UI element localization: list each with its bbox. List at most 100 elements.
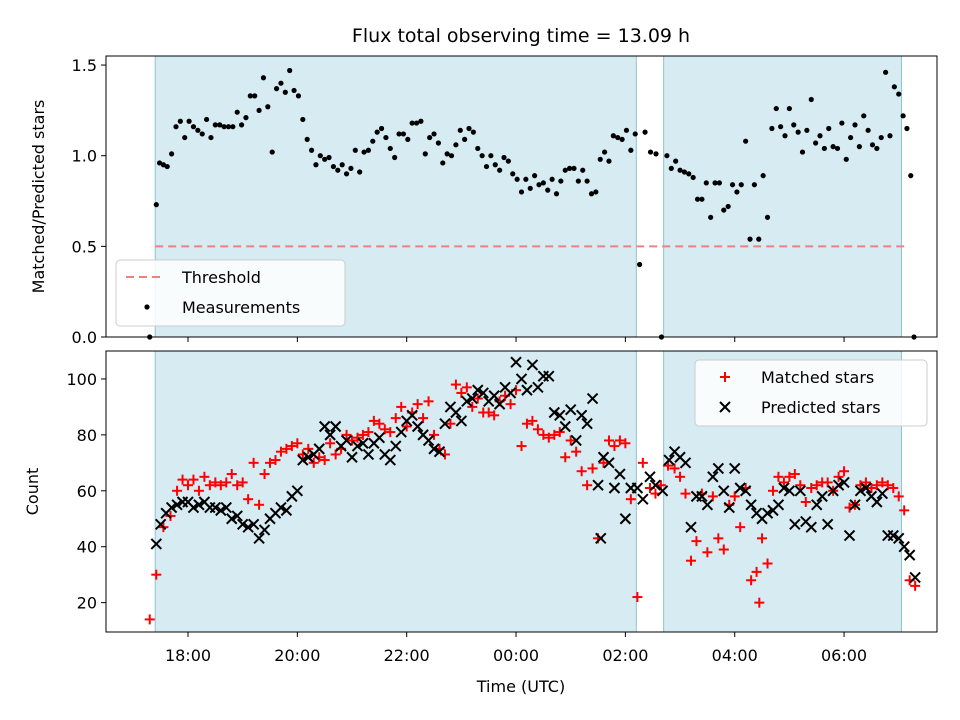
plot-frame [105, 350, 938, 633]
data-point [357, 429, 368, 440]
data-point [412, 399, 423, 410]
data-point [647, 149, 654, 155]
data-point [209, 501, 222, 514]
data-point [532, 381, 544, 394]
data-point [580, 167, 586, 173]
data-point [691, 536, 702, 547]
data-point [352, 432, 363, 443]
data-point [326, 154, 332, 161]
data-point [457, 127, 463, 133]
data-point [791, 122, 797, 128]
data-point [413, 120, 420, 126]
data-point [839, 466, 850, 477]
data-point [275, 501, 287, 514]
data-point [816, 490, 828, 503]
data-point [248, 457, 259, 468]
data-point [628, 147, 634, 153]
data-point [300, 116, 306, 123]
data-point [154, 518, 167, 531]
data-point [275, 446, 286, 457]
legend-label: Matched stars [761, 368, 874, 387]
data-point [772, 499, 785, 511]
data-point [518, 189, 525, 195]
data-point [821, 518, 834, 531]
data-point [789, 469, 800, 480]
data-point [231, 510, 243, 522]
data-point [363, 427, 374, 438]
data-point [187, 501, 200, 514]
data-point [734, 482, 746, 494]
data-point [619, 136, 625, 142]
data-point [423, 396, 434, 407]
data-point [739, 485, 752, 497]
data-point [878, 134, 884, 141]
data-point [745, 499, 757, 511]
data-point [718, 485, 730, 497]
data-point [677, 167, 683, 173]
data-point [786, 105, 792, 112]
data-point [861, 113, 867, 119]
data-point [488, 390, 500, 402]
data-point [871, 496, 883, 508]
data-point [559, 420, 571, 433]
data-point [177, 474, 188, 485]
data-point [254, 499, 265, 510]
data-point [406, 409, 418, 422]
data-point [838, 476, 850, 489]
data-point [357, 169, 363, 175]
data-point [606, 158, 612, 164]
data-point [217, 122, 223, 128]
data-point [308, 457, 319, 468]
data-point [256, 107, 262, 113]
data-point [516, 441, 527, 452]
data-point [527, 415, 538, 426]
data-point [373, 431, 386, 444]
data-point [351, 440, 364, 452]
data-point [445, 418, 456, 429]
data-point [324, 429, 336, 441]
data-point [876, 487, 889, 500]
data-point [795, 129, 801, 135]
data-point [319, 455, 330, 466]
data-point [536, 182, 542, 188]
data-point [247, 518, 260, 531]
y-tick-label: 0.5 [72, 237, 97, 256]
data-point [204, 480, 215, 491]
data-point [396, 401, 407, 412]
data-point [523, 176, 529, 182]
data-point [702, 547, 713, 558]
data-point [910, 580, 921, 591]
data-point [215, 480, 226, 491]
data-point [361, 149, 367, 155]
data-point [751, 566, 762, 577]
data-point [521, 384, 533, 396]
data-point [462, 136, 468, 142]
data-point [871, 480, 882, 491]
data-point [188, 474, 199, 485]
data-point [390, 413, 401, 424]
data-point [286, 441, 297, 452]
data-point [826, 125, 832, 132]
data-point [664, 153, 670, 159]
data-point [282, 89, 288, 95]
data-point [806, 483, 817, 494]
data-point [751, 182, 757, 188]
data-point [808, 96, 814, 103]
y-tick-label: 1.0 [72, 147, 97, 166]
data-point [764, 214, 771, 220]
data-point [891, 84, 897, 90]
data-point [439, 417, 451, 430]
y-tick-label: 80 [77, 426, 97, 445]
data-point [281, 443, 292, 454]
x-tick-label: 02:00 [602, 646, 648, 665]
data-point [673, 158, 679, 164]
data-point [164, 163, 170, 170]
data-point [265, 104, 271, 110]
data-point [549, 429, 560, 440]
data-point [593, 189, 599, 195]
data-point [834, 145, 841, 152]
data-point [560, 452, 571, 463]
data-point [374, 129, 380, 135]
data-point [540, 180, 546, 186]
data-point [357, 437, 369, 449]
